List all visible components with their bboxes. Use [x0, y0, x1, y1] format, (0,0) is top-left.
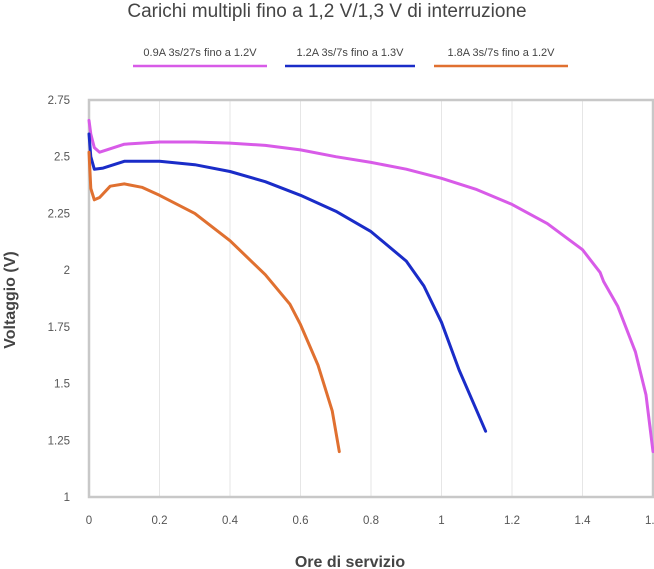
y-tick-label: 2.5 — [54, 152, 70, 164]
series-line — [87, 118, 654, 454]
legend-label: 1.2A 3s/7s fino a 1.3V — [296, 47, 404, 59]
x-tick-label: 0.6 — [293, 515, 309, 527]
series-group — [87, 118, 654, 454]
x-tick-label: 0.4 — [222, 515, 239, 527]
legend-label: 1.8A 3s/7s fino a 1.2V — [447, 47, 555, 59]
y-tick-label: 2.75 — [48, 95, 70, 107]
x-tick-label: 1.6 — [645, 515, 654, 527]
y-tick-label: 2 — [64, 265, 70, 277]
x-tick-label: 0.2 — [152, 515, 168, 527]
series-line — [87, 150, 341, 454]
x-tick-label: 1.2 — [504, 515, 520, 527]
x-axis-ticks: 0 0.2 0.4 0.6 0.8 1 1.2 1.4 1.6 — [86, 515, 654, 527]
y-tick-label: 1.5 — [54, 379, 70, 391]
legend: 0.9A 3s/27s fino a 1.2V 1.2A 3s/7s fino a… — [133, 47, 568, 68]
x-axis-title: Ore di servizio — [295, 554, 405, 569]
grid — [159, 100, 583, 497]
y-tick-label: 1.25 — [48, 435, 70, 447]
x-tick-label: 1 — [438, 515, 444, 527]
chart-title: Carichi multipli fino a 1,2 V/1,3 V di i… — [127, 1, 527, 22]
series-line — [87, 132, 488, 433]
plot-frame — [87, 98, 654, 499]
y-axis-ticks: 1 1.25 1.5 1.75 2 2.25 2.5 2.75 — [48, 95, 70, 504]
y-tick-label: 1.75 — [48, 322, 70, 334]
x-tick-label: 0.8 — [363, 515, 379, 527]
y-axis-title: Voltaggio (V) — [2, 251, 19, 348]
x-tick-label: 1.4 — [575, 515, 592, 527]
x-tick-label: 0 — [86, 515, 92, 527]
legend-label: 0.9A 3s/27s fino a 1.2V — [143, 47, 257, 59]
y-tick-label: 2.25 — [48, 208, 70, 220]
y-tick-label: 1 — [64, 492, 70, 504]
